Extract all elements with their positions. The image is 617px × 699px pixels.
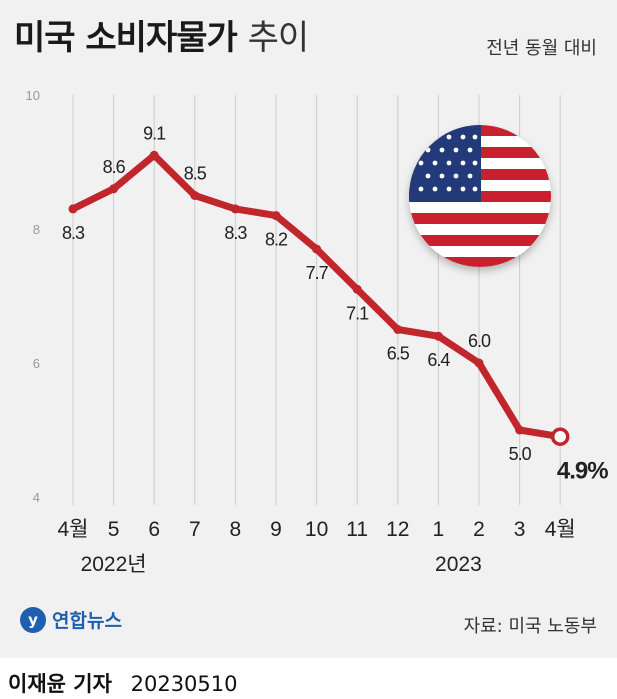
data-point-marker xyxy=(474,358,484,368)
data-label: 8.3 xyxy=(224,223,247,243)
year-label: 2023 xyxy=(435,553,482,576)
data-point-marker xyxy=(433,331,443,341)
data-label: 6.5 xyxy=(387,344,410,364)
data-point-marker xyxy=(393,325,403,334)
data-point-marker xyxy=(68,204,78,214)
data-point-marker xyxy=(515,425,525,435)
data-label: 4.9% xyxy=(557,458,608,485)
byline: 이재윤 기자 20230510 xyxy=(8,668,238,698)
yonhap-logo: y 연합뉴스 xyxy=(20,606,122,633)
chart-title: 미국 소비자물가 추이 xyxy=(14,10,310,59)
data-label: 6.4 xyxy=(427,350,450,370)
x-tick-label: 4월 xyxy=(545,518,576,541)
data-point-marker xyxy=(271,211,281,221)
data-label: 9.1 xyxy=(143,123,166,143)
y-tick-label: 4 xyxy=(33,490,40,505)
x-tick-label: 9 xyxy=(270,518,282,541)
publish-date: 20230510 xyxy=(130,672,238,696)
x-tick-label: 4월 xyxy=(58,518,89,541)
title-light: 추이 xyxy=(247,18,310,58)
reporter-name: 이재윤 기자 xyxy=(8,672,112,696)
data-point-marker xyxy=(352,284,362,294)
line-chart: 4 6 8 10 8.3 8.6 9.1 8.5 8.3 8.2 7.7 7.1 6.5 6.4 6.0 5.… xyxy=(26,88,610,576)
logo-text: 연합뉴스 xyxy=(52,610,122,632)
chart-card xyxy=(0,0,617,658)
data-point-marker xyxy=(312,244,322,254)
x-tick-label: 12 xyxy=(386,518,409,541)
x-tick-label: 2 xyxy=(473,518,485,541)
yonhap-logo-icon: y xyxy=(20,606,46,633)
title-bold: 미국 소비자물가 xyxy=(14,18,238,58)
data-point-marker xyxy=(230,204,240,214)
x-tick-label: 1 xyxy=(433,518,445,541)
data-point-marker xyxy=(550,427,570,446)
data-point-marker xyxy=(149,150,159,160)
x-tick-label: 6 xyxy=(148,518,160,541)
x-tick-label: 3 xyxy=(514,518,526,541)
x-tick-label: 7 xyxy=(189,518,201,541)
data-label: 8.6 xyxy=(103,157,126,177)
x-tick-label: 8 xyxy=(230,518,242,541)
data-label: 5.0 xyxy=(509,444,532,464)
data-label: 6.0 xyxy=(468,331,491,351)
us-flag-icon xyxy=(409,125,551,267)
source-note: 자료: 미국 노동부 xyxy=(463,616,597,637)
data-point-marker xyxy=(109,184,119,194)
y-tick-label: 8 xyxy=(33,222,40,237)
data-label: 8.5 xyxy=(184,164,207,184)
year-label: 2022년 xyxy=(81,553,147,576)
data-label: 7.7 xyxy=(306,263,329,283)
x-tick-label: 11 xyxy=(346,518,368,541)
x-tick-label: 5 xyxy=(108,518,120,541)
y-tick-label: 6 xyxy=(33,356,40,371)
data-point-marker xyxy=(190,191,200,200)
chart-subtitle: 전년 동월 대비 xyxy=(486,38,597,59)
data-label: 8.2 xyxy=(265,230,288,250)
x-tick-label: 10 xyxy=(305,518,328,541)
y-tick-label: 10 xyxy=(26,88,40,103)
data-label: 8.3 xyxy=(62,223,85,243)
data-label: 7.1 xyxy=(346,303,369,323)
